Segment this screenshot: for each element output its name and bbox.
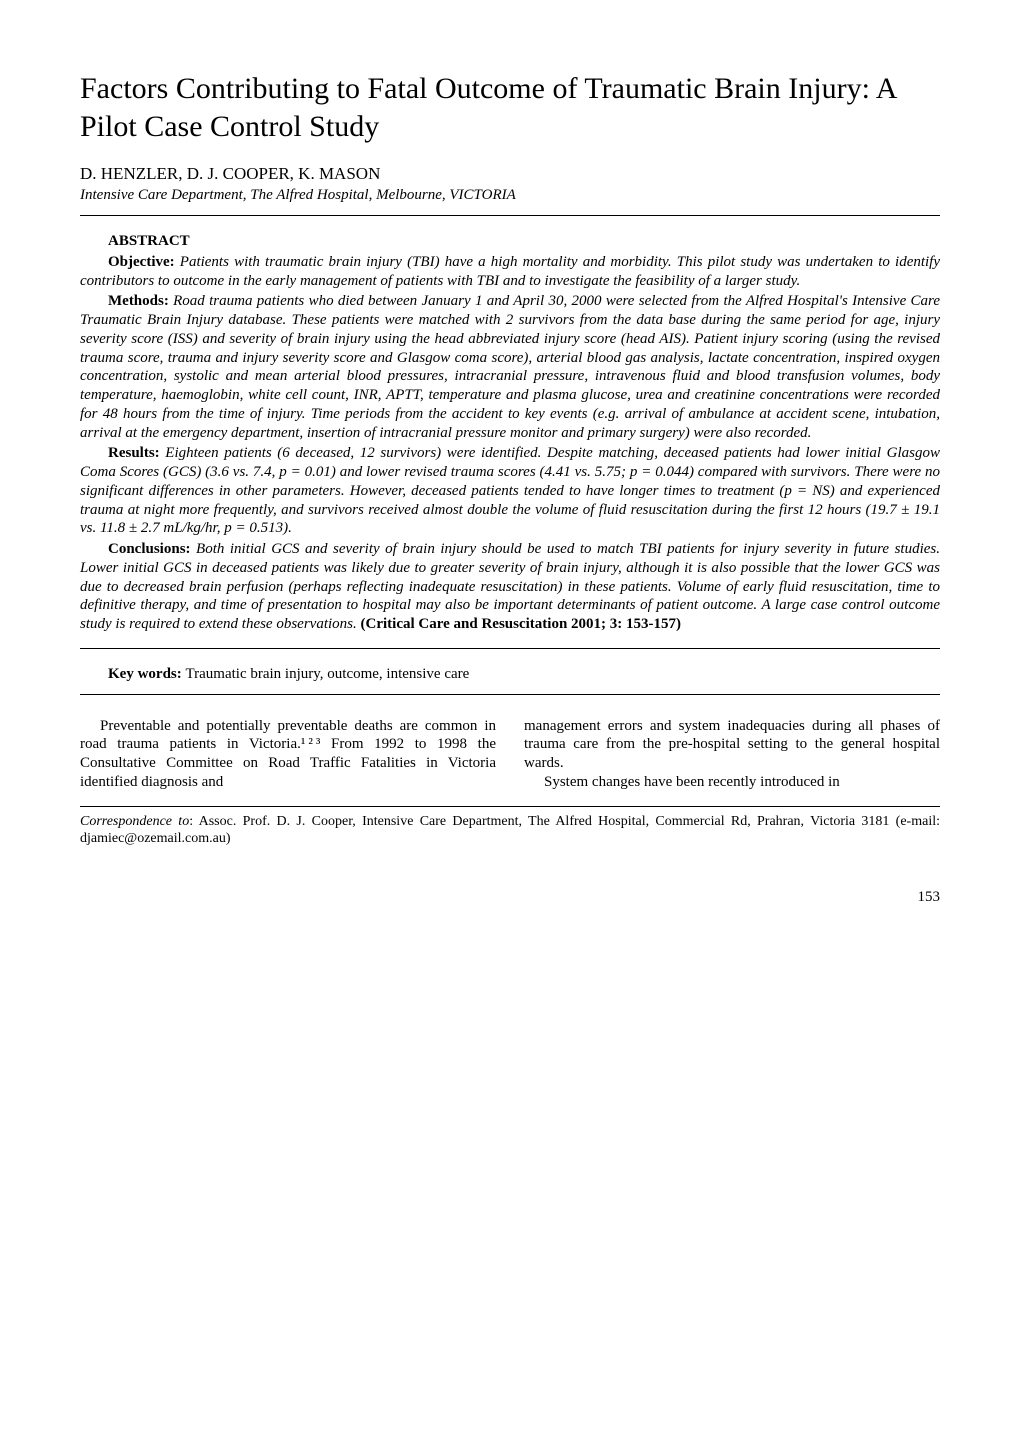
objective-body: Patients with traumatic brain injury (TB…	[80, 254, 940, 289]
abstract-objective: Objective: Patients with traumatic brain…	[80, 253, 940, 291]
correspondence-footnote: Correspondence to: Assoc. Prof. D. J. Co…	[80, 813, 940, 848]
abstract-conclusions: Conclusions: Both initial GCS and severi…	[80, 540, 940, 634]
body-paragraph-3: System changes have been recently introd…	[524, 773, 940, 792]
authors-line: D. HENZLER, D. J. COOPER, K. MASON	[80, 163, 940, 184]
abstract-block: ABSTRACT Objective: Patients with trauma…	[80, 232, 940, 634]
results-label: Results:	[108, 445, 165, 461]
objective-label: Objective:	[108, 254, 180, 270]
body-columns: Preventable and potentially preventable …	[80, 717, 940, 792]
correspondence-label: Correspondence to	[80, 814, 189, 829]
footnote-rule	[80, 806, 940, 807]
abstract-methods: Methods: Road trauma patients who died b…	[80, 292, 940, 442]
citation-bold: (Critical Care and Resuscitation 2001; 3…	[361, 616, 682, 632]
abstract-results: Results: Eighteen patients (6 deceased, …	[80, 444, 940, 538]
rule-mid	[80, 648, 940, 649]
rule-bottom	[80, 694, 940, 695]
body-paragraph-2: management errors and system inadequacie…	[524, 717, 940, 773]
conclusions-citation: (Critical Care and Resuscitation 2001; 3…	[361, 616, 682, 632]
page-number: 153	[80, 888, 940, 907]
abstract-heading: ABSTRACT	[80, 232, 940, 251]
results-body: Eighteen patients (6 deceased, 12 surviv…	[80, 445, 940, 536]
keywords-text: Traumatic brain injury, outcome, intensi…	[186, 666, 470, 682]
article-title: Factors Contributing to Fatal Outcome of…	[80, 70, 940, 145]
rule-top	[80, 215, 940, 216]
methods-body: Road trauma patients who died between Ja…	[80, 293, 940, 440]
keywords-line: Key words: Traumatic brain injury, outco…	[80, 665, 940, 684]
body-paragraph-1: Preventable and potentially preventable …	[80, 717, 496, 792]
conclusions-label: Conclusions:	[108, 541, 196, 557]
methods-label: Methods:	[108, 293, 173, 309]
correspondence-text: : Assoc. Prof. D. J. Cooper, Intensive C…	[80, 814, 940, 847]
keywords-label: Key words:	[108, 666, 186, 682]
affiliation-line: Intensive Care Department, The Alfred Ho…	[80, 186, 940, 205]
